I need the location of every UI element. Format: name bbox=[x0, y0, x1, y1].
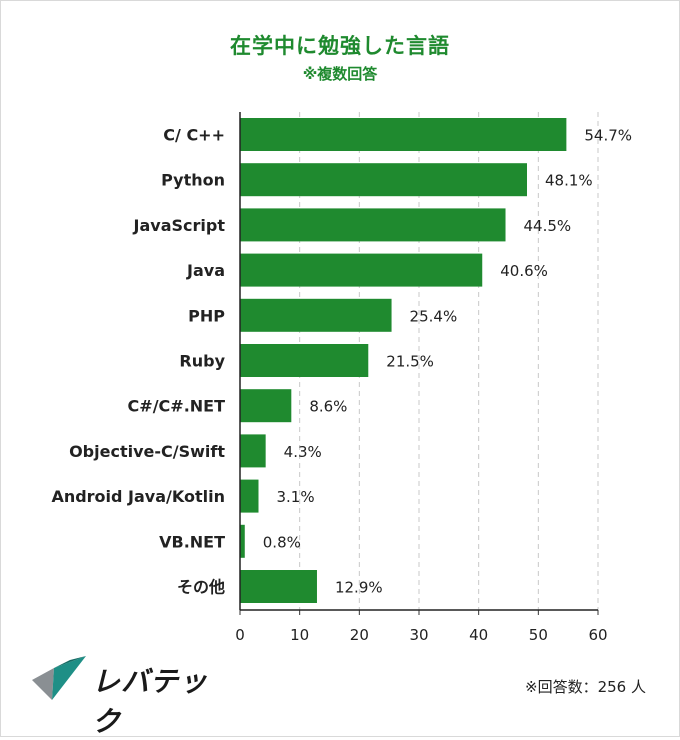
x-tick-labels: 0 10 20 30 40 50 60 bbox=[235, 626, 607, 644]
category-label: Java bbox=[186, 261, 225, 280]
bar bbox=[240, 118, 567, 151]
value-label: 21.5% bbox=[386, 353, 434, 371]
category-label: Ruby bbox=[179, 352, 225, 371]
bar bbox=[240, 434, 266, 468]
category-label: C#/C#.NET bbox=[128, 397, 226, 416]
value-label: 3.1% bbox=[276, 488, 314, 506]
category-label: Python bbox=[161, 171, 225, 190]
levtech-logo-mark-icon bbox=[32, 656, 86, 700]
value-label: 25.4% bbox=[410, 307, 458, 325]
category-label: PHP bbox=[188, 306, 225, 325]
x-tick-label: 50 bbox=[529, 626, 548, 644]
bar bbox=[240, 298, 392, 332]
category-labels: C/ C++ Python JavaScript Java PHP Ruby C#/C#.N… bbox=[51, 126, 225, 597]
logo-text: レバテック bbox=[92, 665, 209, 738]
category-label: JavaScript bbox=[133, 216, 226, 235]
category-label: VB.NET bbox=[159, 532, 225, 551]
category-label: C/ C++ bbox=[163, 126, 225, 145]
x-tick-label: 10 bbox=[290, 626, 309, 644]
value-labels: 54.7% 48.1% 44.5% 40.6% 25.4% 21.5% 8.6% 4.3% 3.… bbox=[263, 127, 632, 597]
x-tick-label: 0 bbox=[235, 626, 245, 644]
value-label: 48.1% bbox=[545, 172, 593, 190]
category-label: その他 bbox=[177, 578, 225, 597]
bar bbox=[240, 208, 506, 242]
x-tick-label: 20 bbox=[350, 626, 369, 644]
chart-subtitle: ※複数回答 bbox=[302, 65, 378, 83]
value-label: 54.7% bbox=[584, 127, 632, 145]
value-label: 12.9% bbox=[335, 579, 383, 597]
value-label: 8.6% bbox=[309, 398, 347, 416]
bar bbox=[240, 163, 527, 197]
bar bbox=[240, 570, 317, 603]
x-tick-label: 40 bbox=[469, 626, 488, 644]
x-tick-label: 30 bbox=[409, 626, 428, 644]
bar bbox=[240, 389, 292, 423]
value-label: 4.3% bbox=[284, 443, 322, 461]
category-label: Objective-C/Swift bbox=[69, 442, 225, 461]
bar bbox=[240, 253, 483, 287]
bar bbox=[240, 479, 259, 513]
value-label: 40.6% bbox=[500, 262, 548, 280]
bar bbox=[240, 344, 369, 377]
response-count-note: ※回答数：256 人 bbox=[525, 678, 646, 696]
x-tick-label: 60 bbox=[588, 626, 607, 644]
category-label: Android Java/Kotlin bbox=[51, 487, 225, 506]
axes bbox=[239, 112, 599, 615]
brand-logo: レバテック bbox=[30, 650, 230, 738]
chart-title: 在学中に勉強した言語 bbox=[230, 34, 450, 58]
value-label: 0.8% bbox=[263, 533, 301, 551]
bar bbox=[240, 524, 245, 558]
bars bbox=[240, 118, 567, 603]
value-label: 44.5% bbox=[524, 217, 572, 235]
